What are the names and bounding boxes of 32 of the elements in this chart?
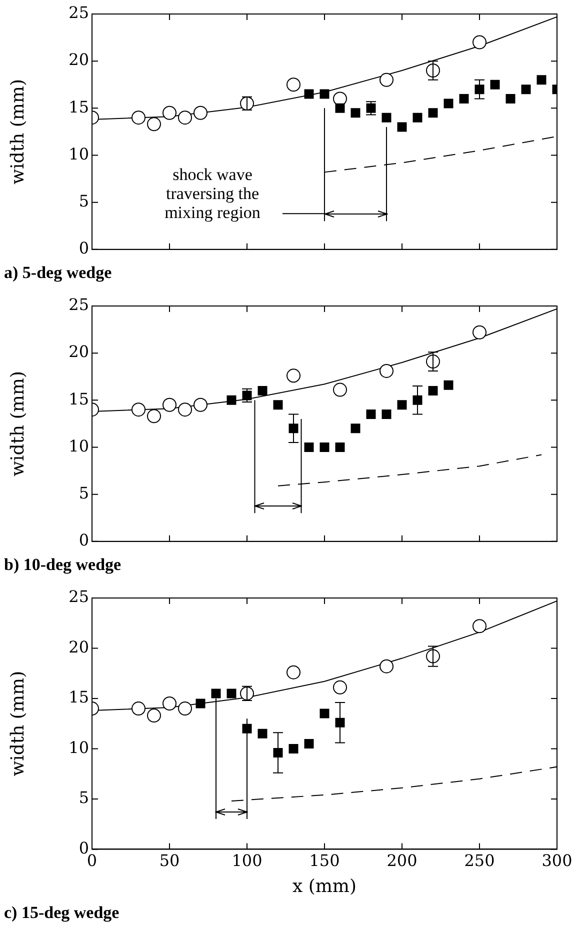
y-axis-title: width (mm) — [7, 370, 28, 476]
text: b) 10-deg wedge — [3, 554, 122, 576]
y-tick-label: 25 — [68, 587, 89, 606]
x-axis-title: x (mm) — [292, 876, 357, 897]
x-tick-label: 200 — [386, 850, 418, 870]
x-tick-label: 150 — [309, 850, 340, 870]
x-tick-label: 250 — [464, 850, 495, 870]
y-tick-label: 10 — [68, 436, 89, 456]
y-tick-label: 25 — [68, 3, 89, 22]
y-tick-label: 5 — [78, 191, 89, 210]
y-tick-label: 0 — [78, 238, 89, 258]
x-tick-label: 100 — [232, 850, 262, 870]
y-tick-label: 20 — [68, 637, 89, 656]
y-axis-title: width (mm) — [7, 78, 28, 184]
y-tick-label: 25 — [68, 295, 89, 314]
y-tick-label: 0 — [78, 838, 89, 858]
y-tick-label: 5 — [78, 788, 89, 808]
y-tick-label: 10 — [68, 738, 89, 757]
y-tick-label: 15 — [68, 389, 89, 408]
annotation: shock wave traversing the mixing region — [164, 165, 261, 222]
y-tick-label: 10 — [68, 144, 89, 164]
y-tick-label: 15 — [68, 688, 89, 707]
y-tick-label: 20 — [68, 50, 89, 70]
y-tick-label: 0 — [78, 530, 89, 550]
y-axis-title: width (mm) — [7, 670, 28, 776]
text: c) 15-deg wedge — [3, 902, 120, 924]
y-tick-label: 5 — [78, 483, 89, 502]
y-tick-label: 20 — [68, 342, 89, 362]
x-tick-label: 50 — [159, 850, 180, 870]
y-tick-label: 15 — [68, 97, 89, 116]
x-tick-label: 300 — [542, 850, 572, 870]
text: a) 5-deg wedge — [3, 262, 113, 284]
